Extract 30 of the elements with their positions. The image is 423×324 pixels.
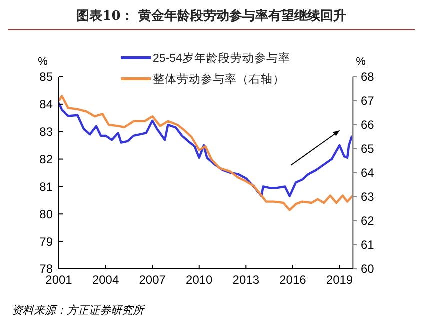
y2-tick-label: 63 (361, 190, 375, 204)
text: 资料来源：方正证券研究所 (12, 304, 146, 317)
y-tick-label: 81 (40, 180, 54, 194)
x-tick-label: 2007 (139, 273, 166, 287)
y-tick-label: 80 (40, 207, 54, 222)
x-tick-label: 2016 (280, 273, 307, 287)
chart-title: 图表10： 黄金年龄段劳动参与率有望继续回升 (76, 8, 346, 24)
y2-tick-label: 62 (361, 214, 375, 228)
y-tick-label: 82 (40, 152, 54, 166)
y2-tick-label: 67 (361, 94, 375, 108)
y-tick-label: 79 (40, 234, 54, 249)
y2-tick-label: 65 (361, 142, 375, 156)
y2-tick-label: 68 (361, 70, 375, 84)
x-tick-label: 2013 (232, 273, 260, 287)
legend-label: 25-54岁年龄段劳动参与率 (153, 51, 290, 66)
y2-tick-label: 64 (361, 166, 375, 180)
y2-tick-label: 60 (361, 262, 375, 276)
y-axis-title: % (38, 56, 48, 68)
y-tick-label: 85 (40, 70, 54, 84)
x-tick-label: 2010 (186, 273, 214, 287)
y2-axis-title: % (356, 56, 366, 68)
line-series (58, 102, 354, 198)
y2-tick-label: 61 (361, 238, 375, 252)
line-series (58, 95, 354, 212)
y-tick-label: 83 (40, 125, 54, 140)
x-tick-label: 2019 (326, 273, 354, 287)
legend-label: 整体劳动参与率（右轴） (153, 72, 285, 86)
x-tick-label: 2004 (92, 273, 120, 287)
y-tick-label: 84 (40, 98, 54, 112)
y2-tick-label: 66 (361, 118, 375, 132)
